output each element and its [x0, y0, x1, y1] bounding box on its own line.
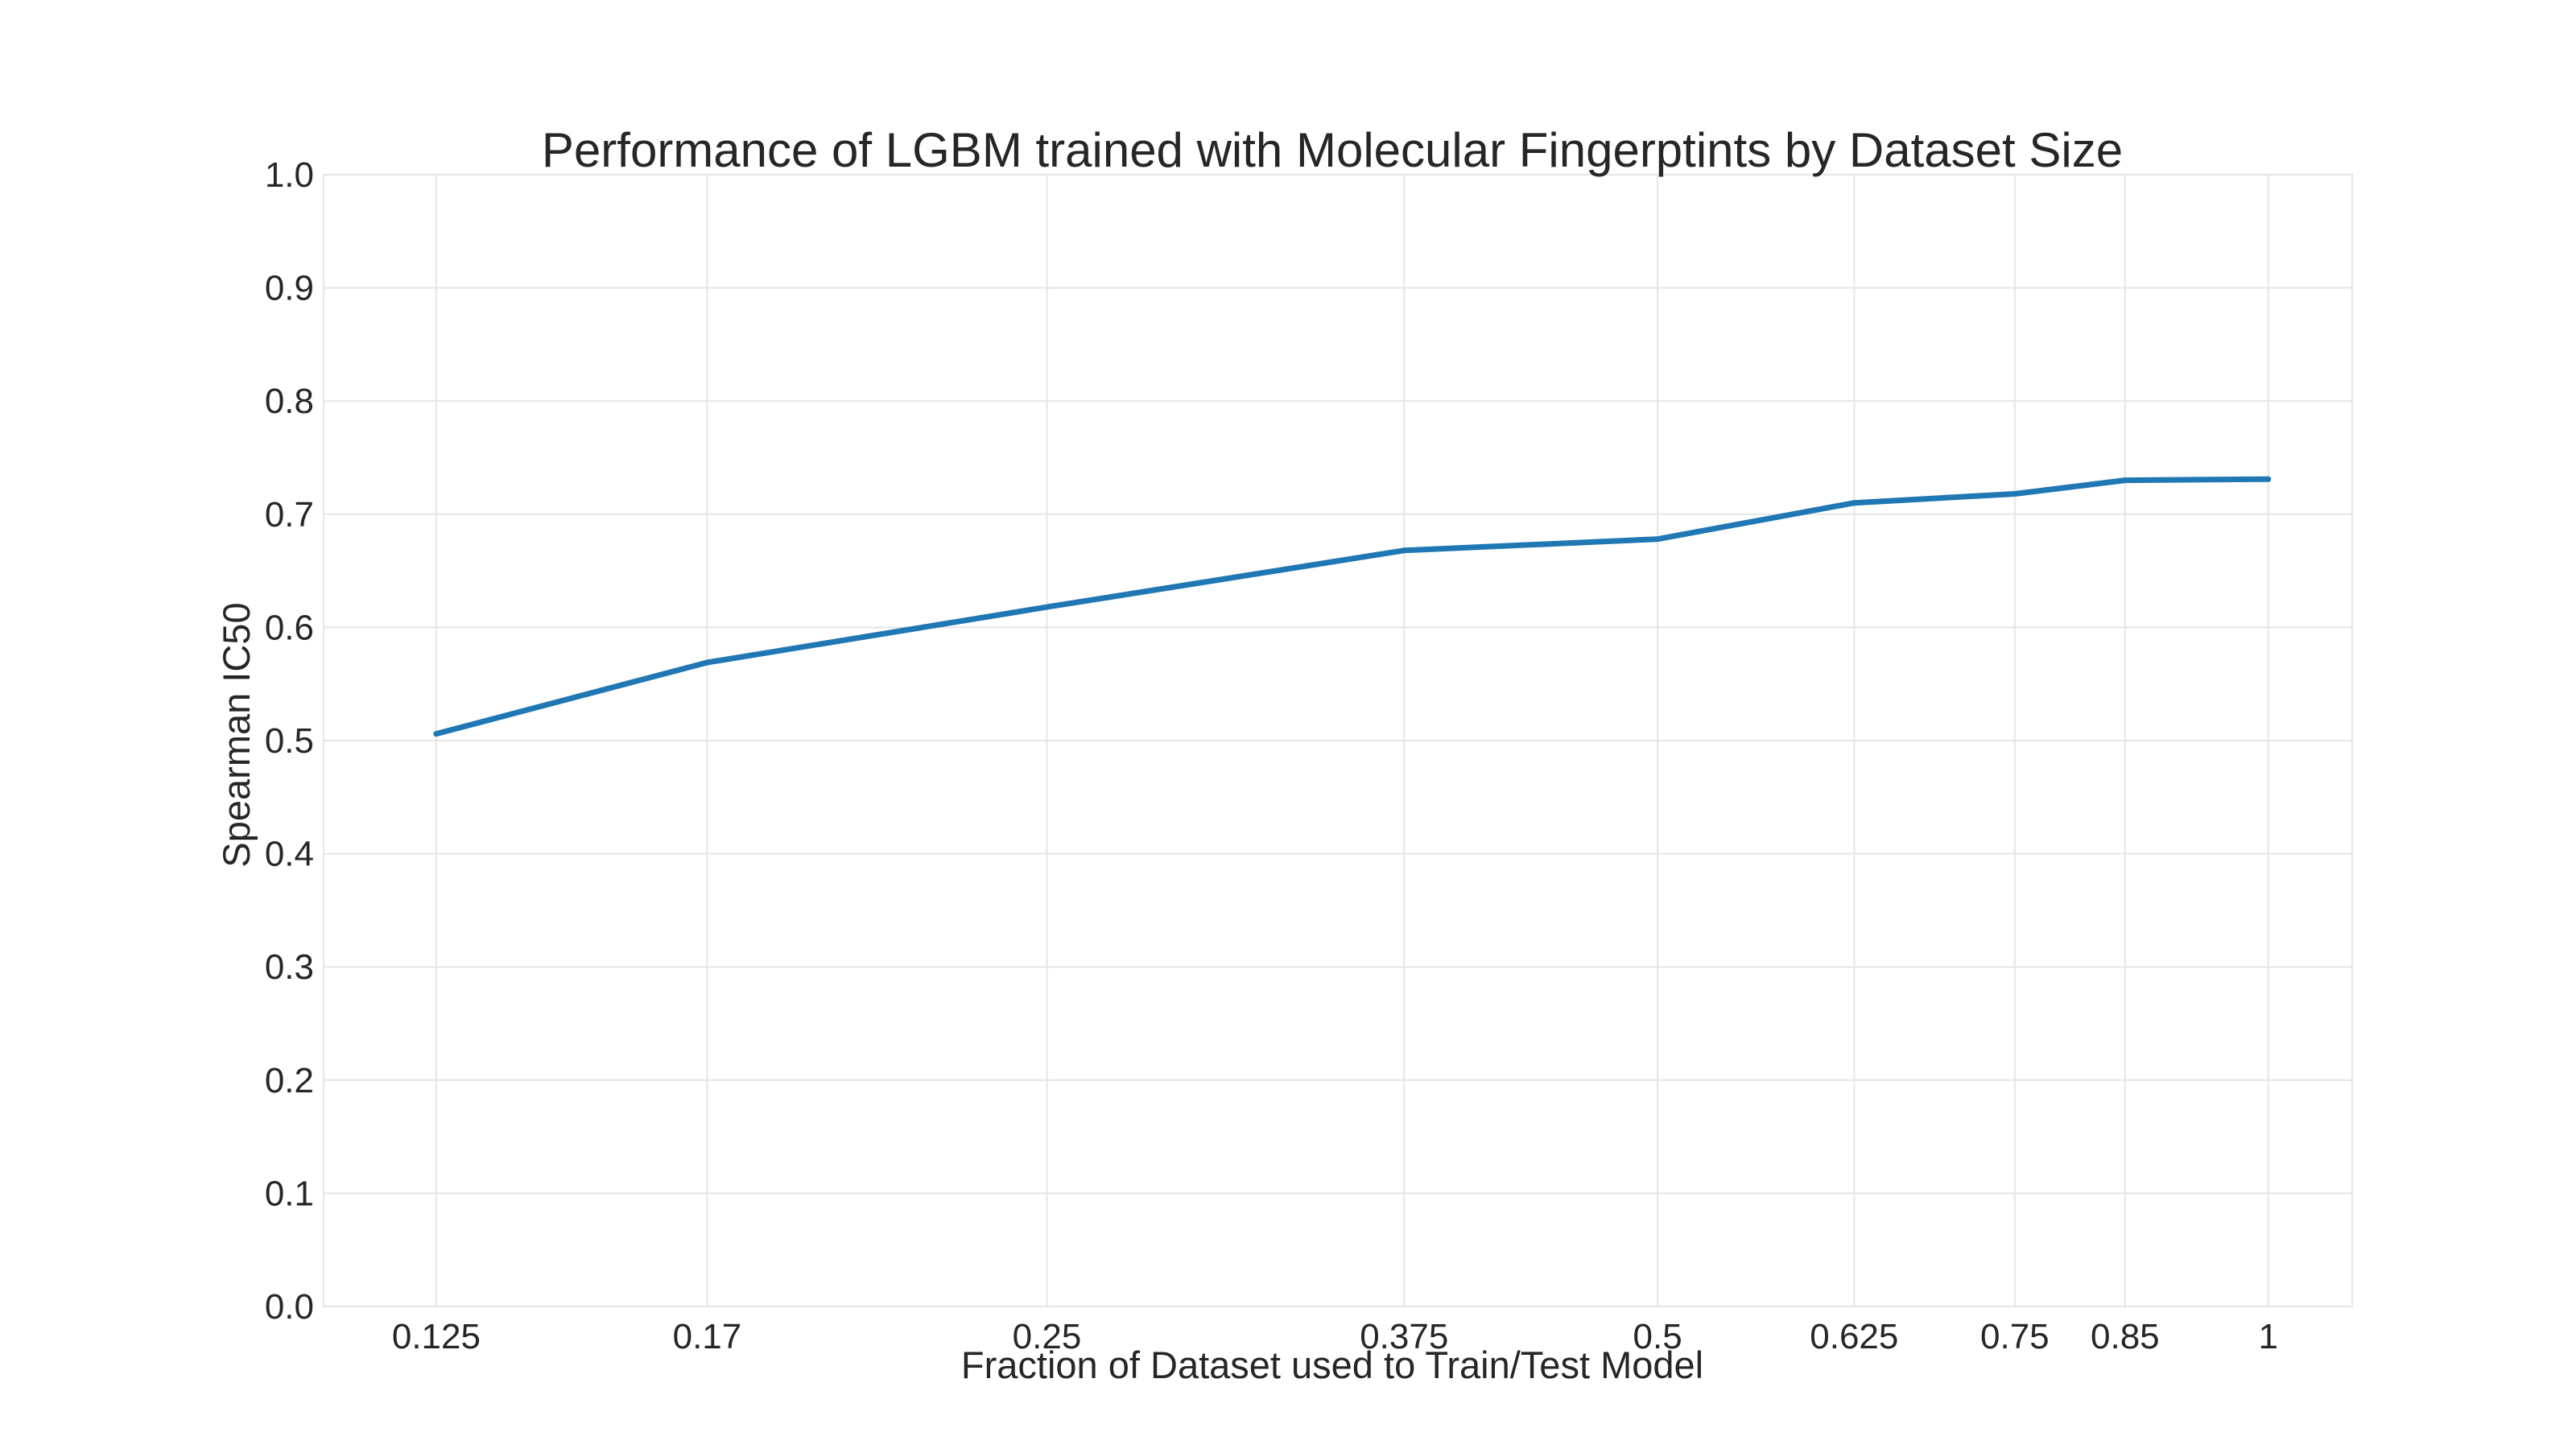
y-tick-label: 0.2: [265, 1061, 314, 1100]
x-tick-label: 0.85: [2091, 1317, 2160, 1356]
data-point: [1851, 500, 1857, 506]
x-tick-label: 0.375: [1360, 1317, 1448, 1356]
data-point: [704, 659, 710, 666]
data-point: [2012, 490, 2018, 497]
x-tick-label: 1: [2258, 1317, 2277, 1356]
data-point: [1043, 604, 1050, 610]
y-tick-label: 0.3: [265, 947, 314, 987]
grid-layer: [323, 174, 2353, 1307]
series-line: [433, 476, 2272, 737]
y-tick-label: 0.6: [265, 608, 314, 647]
x-tick-label: 0.625: [1810, 1317, 1898, 1356]
series-layer: [433, 476, 2272, 737]
data-point: [1401, 547, 1407, 554]
x-tick-label: 0.75: [1980, 1317, 2050, 1356]
y-tick-label: 0.0: [265, 1287, 314, 1327]
data-point: [433, 731, 440, 737]
data-point: [2265, 476, 2272, 482]
y-tick-label: 1.0: [265, 155, 314, 195]
y-tick-label: 0.4: [265, 835, 314, 874]
x-axis-label: Fraction of Dataset used to Train/Test M…: [961, 1344, 1703, 1386]
tick-label-layer: 0.0 0.1 0.2 0.3 0.4 0.5 0.6 0.7 0.8 0.9 1.0 0.125 0.…: [265, 155, 2278, 1356]
y-tick-label: 0.8: [265, 382, 314, 421]
y-tick-label: 0.7: [265, 495, 314, 535]
data-point: [1654, 536, 1661, 543]
x-tick-label: 0.25: [1013, 1317, 1082, 1356]
x-tick-label: 0.17: [673, 1317, 742, 1356]
x-tick-label: 0.125: [392, 1317, 481, 1356]
y-axis-label: Spearman IC50: [215, 602, 258, 867]
chart-title: Performance of LGBM trained with Molecul…: [542, 123, 2123, 177]
y-tick-label: 0.9: [265, 269, 314, 308]
y-tick-label: 0.1: [265, 1174, 314, 1213]
x-tick-label: 0.5: [1633, 1317, 1682, 1356]
data-point: [2122, 477, 2128, 484]
y-tick-label: 0.5: [265, 721, 314, 761]
